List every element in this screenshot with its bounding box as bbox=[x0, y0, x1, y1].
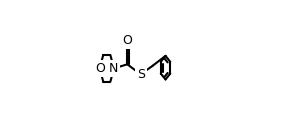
Text: S: S bbox=[137, 68, 145, 81]
Text: N: N bbox=[109, 62, 119, 75]
Text: O: O bbox=[95, 62, 105, 75]
Text: O: O bbox=[122, 34, 132, 47]
